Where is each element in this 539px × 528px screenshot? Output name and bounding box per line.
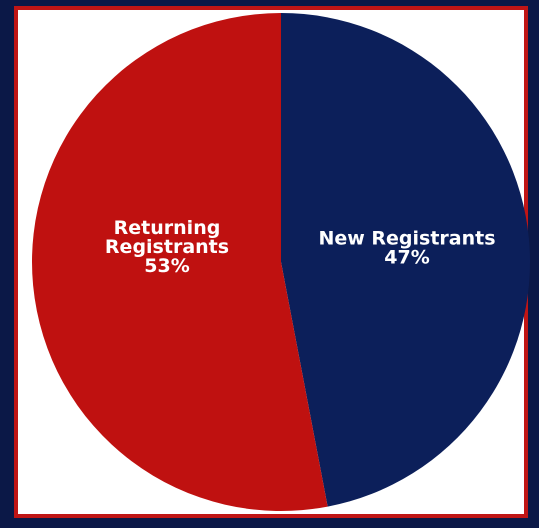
pie-label-line: 53% xyxy=(144,255,189,277)
pie-label-new-registrants: New Registrants 47% xyxy=(318,228,495,269)
pie-label-line: Registrants xyxy=(105,236,229,258)
pie-label-line: Returning xyxy=(114,217,221,239)
pie-label-returning-registrants: Returning Registrants 53% xyxy=(105,217,229,277)
pie-slices xyxy=(32,13,531,511)
pie-label-line: New Registrants xyxy=(318,228,495,250)
pie-slice-new-registrants xyxy=(281,13,531,507)
pie-slice-returning-registrants xyxy=(32,13,328,511)
pie-labels: New Registrants 47% Returning Registrants 53… xyxy=(105,217,496,277)
pie-label-line: 47% xyxy=(384,247,429,269)
